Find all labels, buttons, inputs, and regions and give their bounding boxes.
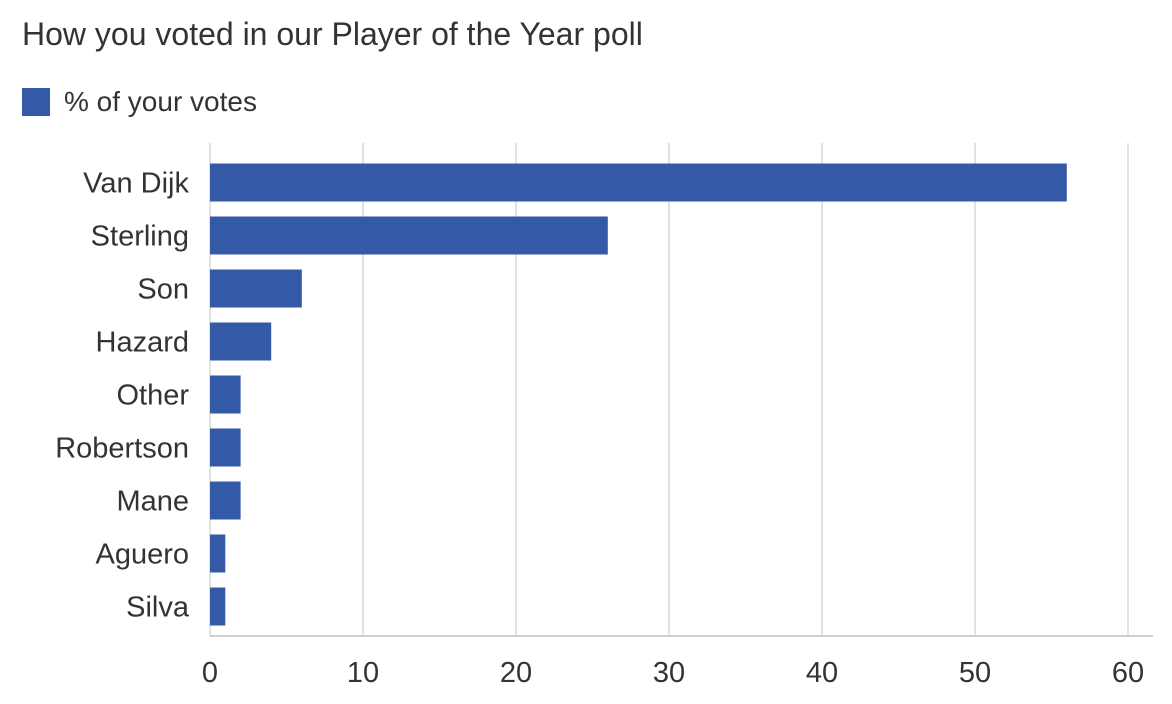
category-label: Hazard bbox=[96, 327, 190, 359]
x-tick-label: 10 bbox=[347, 657, 379, 689]
category-label: Silva bbox=[126, 592, 190, 624]
x-tick-label: 60 bbox=[1112, 657, 1144, 689]
bar bbox=[210, 322, 272, 361]
category-label: Van Dijk bbox=[83, 168, 189, 200]
legend-label: % of your votes bbox=[64, 86, 257, 117]
bar bbox=[210, 216, 608, 255]
x-tick-label: 0 bbox=[202, 657, 218, 689]
x-axis-ticks: 0 10 20 30 40 50 60 bbox=[202, 657, 1144, 689]
category-label: Robertson bbox=[55, 433, 189, 465]
bar bbox=[210, 481, 241, 520]
bar bbox=[210, 269, 302, 308]
chart-title: How you voted in our Player of the Year … bbox=[22, 16, 643, 52]
bar bbox=[210, 587, 226, 626]
x-tick-label: 20 bbox=[500, 657, 532, 689]
category-label: Son bbox=[137, 274, 189, 306]
bar bbox=[210, 428, 241, 467]
x-tick-label: 50 bbox=[959, 657, 991, 689]
legend: % of your votes bbox=[22, 84, 257, 120]
category-label: Mane bbox=[116, 486, 189, 518]
bar bbox=[210, 534, 226, 573]
bar-layer bbox=[210, 163, 1067, 626]
x-tick-label: 40 bbox=[806, 657, 838, 689]
legend-swatch bbox=[22, 88, 50, 116]
category-labels: Van Dijk Sterling Son Hazard Other Robertson M… bbox=[55, 168, 190, 624]
category-label: Aguero bbox=[95, 539, 189, 571]
bar bbox=[210, 375, 241, 414]
category-label: Other bbox=[116, 380, 189, 412]
bar bbox=[210, 163, 1067, 202]
x-tick-label: 30 bbox=[653, 657, 685, 689]
category-label: Sterling bbox=[91, 221, 189, 253]
